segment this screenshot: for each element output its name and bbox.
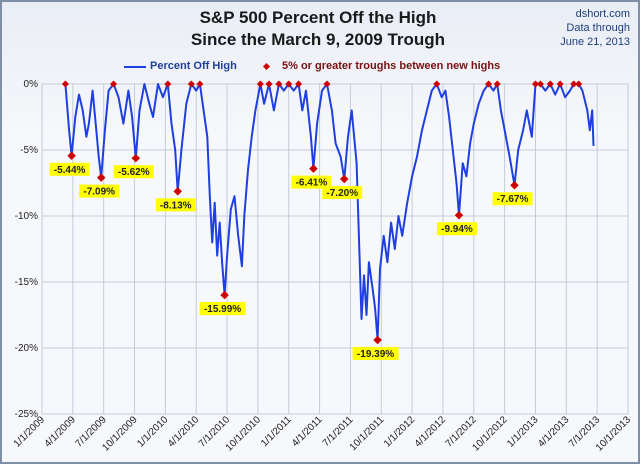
- new-high-marker: [493, 80, 501, 88]
- new-high-marker: [265, 80, 273, 88]
- y-tick-label: -20%: [15, 343, 38, 354]
- x-tick-label: 10/1/2011: [348, 414, 387, 453]
- trough-label: -5.44%: [54, 165, 86, 176]
- new-high-marker: [485, 80, 493, 88]
- new-high-marker: [285, 80, 293, 88]
- new-high-marker: [531, 80, 540, 88]
- new-high-marker: [546, 80, 554, 88]
- trough-marker: [510, 181, 519, 190]
- trough-label-bg: [352, 346, 399, 360]
- trough-label: -7.20%: [326, 188, 358, 199]
- x-tick-label: 4/1/2009: [43, 414, 79, 450]
- new-high-marker: [187, 80, 195, 88]
- trough-label: -15.99%: [204, 304, 241, 315]
- trough-marker: [67, 151, 76, 161]
- trough-label: -7.67%: [497, 194, 529, 205]
- trough-label: -7.09%: [83, 187, 115, 198]
- trough-label-bg: [436, 222, 477, 236]
- x-tick-label: 4/1/2013: [536, 414, 572, 450]
- x-tick-label: 4/1/2010: [166, 414, 202, 450]
- x-tick-label: 4/1/2012: [413, 414, 449, 450]
- new-high-marker: [110, 80, 118, 88]
- new-high-marker: [575, 80, 583, 88]
- trough-marker: [220, 290, 229, 300]
- trough-label-bg: [49, 162, 90, 176]
- y-tick-label: -25%: [15, 409, 38, 420]
- new-high-marker: [536, 80, 544, 88]
- x-tick-label: 1/1/2010: [135, 414, 171, 450]
- trough-label: -19.39%: [357, 349, 394, 360]
- trough-marker: [173, 187, 182, 196]
- new-high-marker: [61, 80, 69, 88]
- trough-marker: [309, 164, 318, 173]
- new-high-marker: [570, 80, 578, 88]
- y-tick-label: -15%: [15, 277, 38, 288]
- new-high-marker: [323, 80, 331, 88]
- trough-label-bg: [492, 192, 533, 206]
- trough-marker: [454, 210, 464, 220]
- y-tick-label: 0%: [24, 79, 39, 90]
- chart-subtitle: Since the March 9, 2009 Trough: [190, 30, 446, 49]
- new-high-marker: [275, 80, 283, 88]
- y-tick-label: -5%: [20, 145, 38, 156]
- trough-label-bg: [79, 184, 120, 198]
- new-high-marker: [164, 80, 172, 88]
- new-high-marker: [256, 80, 264, 88]
- legend-series: Percent Off High: [150, 60, 237, 72]
- x-tick-label: 1/1/2012: [382, 414, 418, 450]
- trough-label-bg: [291, 175, 332, 189]
- new-high-marker: [433, 80, 441, 88]
- y-tick-label: -10%: [15, 211, 38, 222]
- x-tick-label: 4/1/2011: [290, 414, 325, 449]
- x-tick-label: 1/1/2011: [259, 414, 294, 449]
- new-high-marker: [196, 80, 204, 88]
- trough-marker: [131, 153, 141, 163]
- trough-marker: [96, 173, 106, 182]
- trough-marker: [373, 335, 382, 345]
- trough-label-bg: [322, 186, 363, 200]
- new-high-marker: [295, 80, 303, 88]
- source-date: June 21, 2013: [560, 36, 630, 48]
- trough-label: -5.62%: [118, 167, 150, 178]
- trough-label-bg: [155, 198, 196, 212]
- source-note: Data through: [566, 22, 630, 34]
- trough-label-bg: [113, 165, 154, 179]
- trough-marker: [340, 174, 349, 184]
- new-high-marker: [556, 80, 564, 88]
- source-site: dshort.com: [575, 8, 630, 20]
- x-tick-label: 1/1/2013: [505, 414, 541, 450]
- trough-label: -8.13%: [160, 200, 192, 211]
- trough-label-bg: [199, 302, 246, 316]
- chart-title: S&P 500 Percent Off the High: [199, 8, 437, 27]
- trough-label: -9.94%: [441, 224, 473, 235]
- series-line: [64, 83, 595, 341]
- trough-label: -6.41%: [296, 178, 328, 189]
- legend-troughs: 5% or greater troughs between new highs: [282, 60, 501, 72]
